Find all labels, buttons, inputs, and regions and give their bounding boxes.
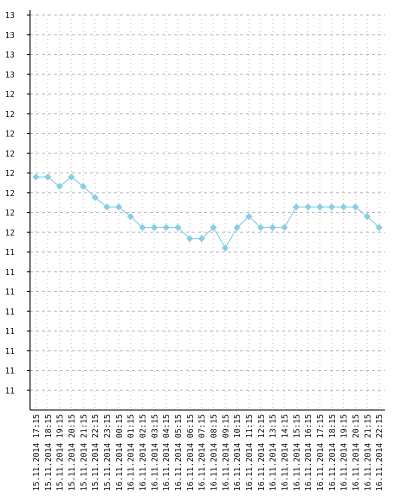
x-tick-label: 16.11.2014 06:15	[186, 414, 195, 491]
x-tick-label: 16.11.2014 07:15	[198, 414, 207, 491]
x-tick-label: 16.11.2014 16:15	[304, 414, 313, 491]
x-tick-label: 15.11.2014 21:15	[79, 414, 88, 491]
point	[209, 224, 217, 232]
point	[269, 224, 277, 232]
x-tick-label: 15.11.2014 23:15	[103, 414, 112, 491]
x-tick-label: 16.11.2014 08:15	[209, 414, 218, 491]
y-tick-label: 11	[5, 307, 15, 316]
point	[32, 173, 40, 181]
x-tick-label: 16.11.2014 10:15	[233, 414, 242, 491]
y-tick-label: 11	[5, 386, 15, 395]
y-tick-label: 12	[5, 110, 15, 119]
x-tick-label: 16.11.2014 00:15	[115, 414, 124, 491]
x-tick-label: 16.11.2014 19:15	[340, 414, 349, 491]
y-tick-label: 13	[5, 11, 15, 20]
point	[127, 212, 135, 220]
point	[351, 203, 359, 211]
x-tick-label: 16.11.2014 12:15	[257, 414, 266, 491]
point	[233, 224, 241, 232]
x-tick-label: 16.11.2014 18:15	[328, 414, 337, 491]
point	[292, 203, 300, 211]
y-tick-label: 11	[5, 367, 15, 376]
y-tick-label: 11	[5, 288, 15, 297]
x-tick-label: 16.11.2014 20:15	[351, 414, 360, 491]
point	[304, 203, 312, 211]
y-tick-label: 12	[5, 90, 15, 99]
grid	[30, 14, 385, 410]
x-tick-label: 16.11.2014 14:15	[280, 414, 289, 491]
y-tick-label: 13	[5, 70, 15, 79]
x-tick-label: 15.11.2014 18:15	[44, 414, 53, 491]
x-tick-label: 16.11.2014 01:15	[127, 414, 136, 491]
point	[79, 182, 87, 190]
point	[67, 173, 75, 181]
x-tick-label: 16.11.2014 05:15	[174, 414, 183, 491]
x-tick-label: 16.11.2014 15:15	[292, 414, 301, 491]
x-tick-label: 15.11.2014 22:15	[91, 414, 100, 491]
x-tick-label: 16.11.2014 22:15	[375, 414, 384, 491]
point	[340, 203, 348, 211]
x-tick-label: 16.11.2014 17:15	[316, 414, 325, 491]
point	[103, 203, 111, 211]
point	[363, 212, 371, 220]
y-tick-label: 11	[5, 347, 15, 356]
y-tick-label: 12	[5, 130, 15, 139]
x-tick-label: 16.11.2014 03:15	[150, 414, 159, 491]
x-tick-label: 16.11.2014 13:15	[269, 414, 278, 491]
point	[44, 173, 52, 181]
y-tick-label: 12	[5, 189, 15, 198]
y-tick-label: 13	[5, 31, 15, 40]
y-tick-label: 11	[5, 327, 15, 336]
x-tick-label: 16.11.2014 11:15	[245, 414, 254, 491]
x-tick-label: 15.11.2014 17:15	[32, 414, 41, 491]
y-tick-label: 12	[5, 169, 15, 178]
x-tick-label: 15.11.2014 20:15	[67, 414, 76, 491]
point	[375, 224, 383, 232]
x-tick-label: 16.11.2014 09:15	[221, 414, 230, 491]
point	[221, 244, 229, 252]
x-tick-label: 16.11.2014 21:15	[363, 414, 372, 491]
point	[257, 224, 265, 232]
point	[280, 224, 288, 232]
y-tick-label: 12	[5, 149, 15, 158]
y-tick-label: 11	[5, 248, 15, 257]
point	[316, 203, 324, 211]
point	[150, 224, 158, 232]
point	[328, 203, 336, 211]
point	[91, 193, 99, 201]
point	[138, 224, 146, 232]
y-tick-label: 11	[5, 268, 15, 277]
point	[162, 224, 170, 232]
point	[174, 224, 182, 232]
y-tick-label: 12	[5, 209, 15, 218]
point	[186, 235, 194, 243]
line	[35, 176, 380, 250]
x-tick-label: 15.11.2014 19:15	[56, 414, 65, 491]
point	[198, 235, 206, 243]
point	[56, 182, 64, 190]
x-tick-label: 16.11.2014 04:15	[162, 414, 171, 491]
y-tick-label: 13	[5, 51, 15, 60]
x-tick-label: 16.11.2014 02:15	[138, 414, 147, 491]
point	[115, 203, 123, 211]
point	[245, 212, 253, 220]
y-tick-label: 12	[5, 228, 15, 237]
